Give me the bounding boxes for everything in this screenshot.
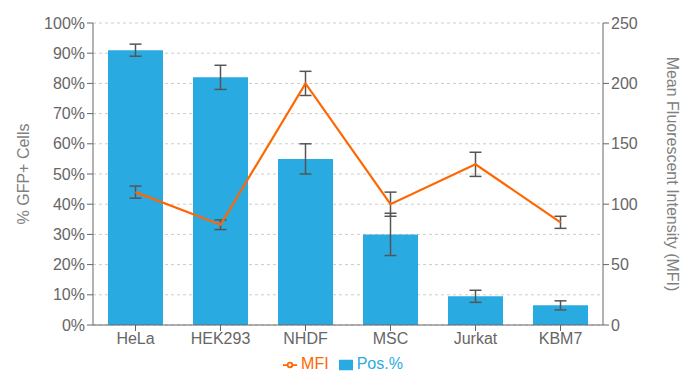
svg-text:HEK293: HEK293 [191,330,251,347]
svg-text:150: 150 [611,135,638,152]
svg-text:% GFP+ Cells: % GFP+ Cells [15,124,32,225]
html-text:MFI: MFI [301,355,329,372]
svg-text:80%: 80% [53,75,85,92]
svg-text:0%: 0% [62,317,85,334]
svg-text:NHDF: NHDF [283,330,328,347]
svg-text:60%: 60% [53,135,85,152]
svg-text:30%: 30% [53,226,85,243]
svg-text:HeLa: HeLa [116,330,154,347]
svg-text:10%: 10% [53,286,85,303]
svg-text:250: 250 [611,15,638,32]
svg-text:Mean Fluorescent Intensity (MF: Mean Fluorescent Intensity (MFI) [664,57,681,292]
svg-text:50%: 50% [53,166,85,183]
svg-text:MSC: MSC [373,330,409,347]
svg-text:KBM7: KBM7 [539,330,583,347]
svg-text:Jurkat: Jurkat [454,330,498,347]
svg-text:40%: 40% [53,196,85,213]
svg-text:70%: 70% [53,105,85,122]
svg-text:20%: 20% [53,256,85,273]
html-text:Pos.%: Pos.% [356,355,403,372]
svg-text:50: 50 [611,256,629,273]
svg-text:100%: 100% [44,15,85,32]
svg-text:200: 200 [611,75,638,92]
svg-text:0: 0 [611,317,620,334]
svg-text:90%: 90% [53,45,85,62]
svg-text:100: 100 [611,196,638,213]
